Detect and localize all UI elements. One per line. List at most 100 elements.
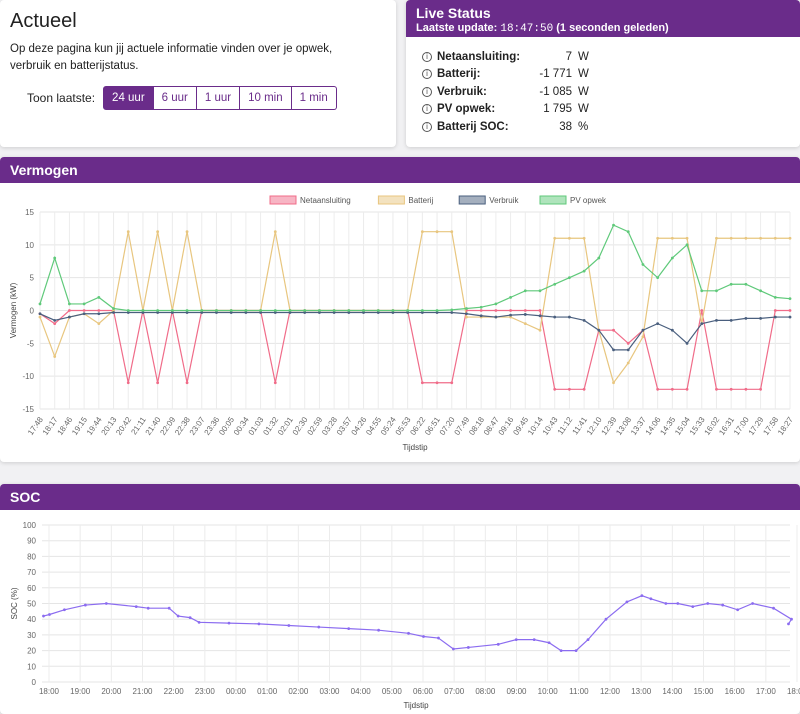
data-point (649, 597, 653, 601)
data-point (509, 295, 512, 299)
info-icon[interactable]: i (422, 121, 432, 132)
data-point (612, 328, 615, 332)
data-point (376, 309, 380, 312)
y-tick-label: 50 (27, 600, 36, 609)
data-point (532, 638, 536, 642)
data-point (156, 230, 160, 234)
data-point (553, 315, 557, 319)
data-point (759, 387, 762, 391)
range-10min-button[interactable]: 10 min (240, 86, 292, 110)
data-point (185, 381, 189, 385)
data-point (788, 297, 792, 301)
data-point (53, 256, 57, 260)
live-status-list: i Netaansluiting: 7 W i Batterij: -1 771… (406, 37, 800, 136)
last-update-ago: (1 seconden geleden) (556, 22, 669, 34)
data-point (494, 309, 498, 312)
data-point (38, 315, 42, 319)
legend-label: Batterij (408, 196, 433, 205)
data-point (303, 311, 307, 314)
x-tick-label: 21:00 (132, 687, 153, 696)
y-tick-label: 30 (27, 631, 36, 640)
data-point (450, 230, 454, 234)
vermogen-title: Vermogen (0, 157, 800, 183)
data-point (435, 230, 439, 234)
live-status-title: Live Status (416, 5, 491, 21)
data-point (626, 361, 630, 365)
data-point (744, 236, 748, 240)
info-icon[interactable]: i (422, 86, 432, 97)
x-tick-label: 20:00 (101, 687, 122, 696)
data-point (685, 243, 689, 247)
x-tick-label: 18:00 (39, 687, 60, 696)
data-point (656, 276, 660, 280)
soc-chart[interactable]: 0 10 20 30 40 50 60 70 80 90 100 18:00 19:00 20:00 21:… (0, 510, 800, 714)
data-point (641, 328, 645, 332)
data-point (288, 311, 292, 314)
y-tick-label: 40 (27, 615, 36, 624)
data-point (407, 631, 410, 635)
status-value: 7 (565, 50, 572, 63)
data-point (612, 381, 615, 385)
data-point (729, 282, 733, 286)
data-point (420, 309, 424, 312)
data-point (787, 622, 790, 626)
data-point (685, 341, 689, 345)
data-point (538, 289, 542, 293)
y-tick-label: 10 (25, 241, 34, 250)
status-unit: W (578, 50, 589, 63)
data-point (437, 636, 440, 640)
x-tick-label: 00:00 (226, 687, 247, 696)
data-point (273, 381, 277, 385)
x-axis-label: Tijdstip (402, 443, 428, 452)
y-axis-label: SOC (%) (10, 587, 19, 619)
data-point (582, 387, 586, 391)
data-point (435, 309, 439, 312)
data-point (721, 603, 725, 607)
live-status-header: Live Status Laatste update: 18:47:50 (1 … (406, 0, 800, 37)
data-point (788, 309, 792, 312)
info-icon[interactable]: i (422, 69, 432, 80)
x-tick-label: 12:00 (600, 687, 621, 696)
data-point (744, 282, 748, 286)
data-point (347, 627, 351, 631)
x-tick-label: 13:00 (631, 687, 652, 696)
actueel-card: Actueel Op deze pagina kun jij actuele i… (0, 0, 396, 147)
range-1h-button[interactable]: 1 uur (196, 86, 241, 110)
status-value: 1 795 (543, 103, 572, 116)
data-point (406, 309, 410, 312)
data-point (97, 309, 101, 312)
x-tick-label: 10:00 (538, 687, 559, 696)
y-tick-label: 0 (32, 678, 37, 687)
status-value: 38 (559, 120, 572, 133)
soc-title: SOC (0, 484, 800, 510)
data-point (466, 646, 470, 649)
status-value: -1 085 (539, 85, 572, 98)
power-chart[interactable]: -15-10-505101517:4818:1718:4619:1519:442… (0, 183, 800, 462)
x-tick-label: 05:00 (382, 687, 403, 696)
range-6h-button[interactable]: 6 uur (153, 86, 197, 110)
info-icon[interactable]: i (422, 104, 432, 115)
data-point (523, 313, 527, 316)
y-tick-label: 0 (30, 307, 35, 316)
data-point (626, 348, 630, 352)
data-point (656, 236, 660, 240)
info-icon[interactable]: i (422, 51, 432, 62)
range-24h-button[interactable]: 24 uur (103, 86, 154, 110)
data-point (63, 608, 66, 612)
data-point (42, 614, 45, 618)
data-point (200, 309, 204, 312)
data-point (146, 606, 150, 610)
series-line (39, 309, 790, 390)
y-tick-label: 5 (30, 274, 35, 283)
data-point (53, 322, 57, 326)
range-1min-button[interactable]: 1 min (291, 86, 337, 110)
x-tick-label: 02:00 (288, 687, 309, 696)
data-point (188, 616, 192, 620)
data-point (729, 236, 733, 240)
data-point (744, 316, 748, 320)
data-point (259, 311, 262, 314)
legend-swatch (458, 195, 486, 205)
x-tick-label: 09:00 (506, 687, 527, 696)
data-point (377, 628, 380, 632)
x-tick-label: 15:00 (693, 687, 714, 696)
